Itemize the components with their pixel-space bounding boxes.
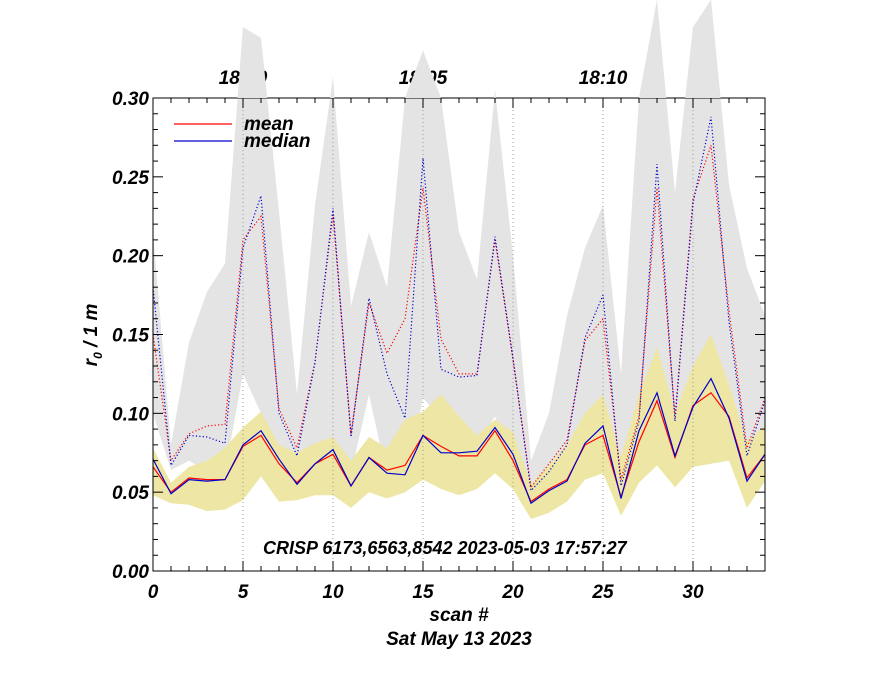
x-tick-label: 15 [412,582,434,603]
y-axis-title-rest: / 1 m [81,304,102,353]
mean-line [153,391,765,503]
x-tick-label: 5 [238,582,249,603]
mean-dotted-line [153,145,765,489]
x-tick-label: 20 [501,582,524,603]
x-tick-label: 10 [322,582,344,603]
y-axis-title: r0 / 1 m [81,304,105,367]
median-line [153,377,765,505]
x-tick-label: 30 [682,582,704,603]
svg-text:r0 / 1 m: r0 / 1 m [81,304,105,367]
y-axis-title-main: r [81,357,102,366]
x-tick-label: 25 [591,582,614,603]
y-tick-label: 0.15 [112,326,149,347]
x-axis-title: scan # [429,605,489,626]
series-layer [153,116,765,505]
x-tick-label: 0 [148,582,159,603]
y-tick-label: 0.10 [112,404,149,425]
gridline-layer [242,98,694,571]
y-tick-label: 0.20 [112,247,149,268]
y-tick-label: 0.25 [112,168,149,189]
upper-spread-band [153,0,765,497]
x-axis-date: Sat May 13 2023 [386,629,532,650]
y-tick-label: 0.30 [112,89,149,110]
annotation-text: CRISP 6173,6563,8542 2023-05-03 17:57:27 [263,538,628,558]
y-tick-label: 0.05 [112,483,149,504]
y-axis-title-sub: 0 [91,352,105,359]
legend-label-median: median [244,131,311,152]
y-tick-label: 0.00 [112,562,149,583]
top-time-label: 18:10 [579,68,628,89]
legend-label-mean: mean [244,114,294,135]
